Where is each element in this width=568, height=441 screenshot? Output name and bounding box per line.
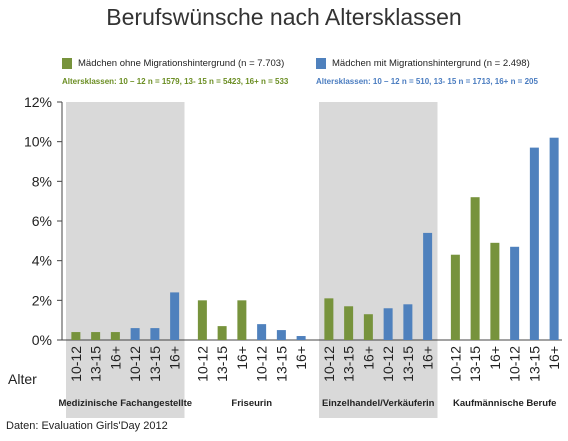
group-label: Einzelhandel/Verkäuferin <box>322 398 435 409</box>
x-tick-label: 10-12 <box>127 346 143 382</box>
bar-blue <box>150 328 160 340</box>
bar-blue <box>257 324 267 340</box>
x-tick-label: 13-15 <box>147 346 163 382</box>
bar-green <box>490 242 500 340</box>
bar-blue <box>383 308 393 340</box>
group-label: Friseurin <box>231 398 272 409</box>
bar-green <box>71 332 81 340</box>
x-tick-label: 16+ <box>293 346 309 370</box>
x-tick-label: 16+ <box>234 346 250 370</box>
x-tick-label: 16+ <box>107 346 123 370</box>
group-label: Medizinische Fachangestellte <box>58 398 192 409</box>
bar-blue <box>510 246 520 340</box>
y-tick-label: 6% <box>32 213 52 229</box>
x-tick-label: 16+ <box>546 346 562 370</box>
y-tick-label: 12% <box>24 94 52 110</box>
x-tick-label: 10-12 <box>507 346 523 382</box>
y-tick-label: 8% <box>32 173 52 189</box>
y-tick-label: 2% <box>32 292 52 308</box>
x-tick-label: 13-15 <box>88 346 104 382</box>
x-tick-label: 10-12 <box>254 346 270 382</box>
bar-green <box>324 298 334 340</box>
x-tick-label: 10-12 <box>321 346 337 382</box>
x-tick-label: 13-15 <box>467 346 483 382</box>
x-tick-label: 10-12 <box>380 346 396 382</box>
x-tick-label: 10-12 <box>68 346 84 382</box>
legend-subtitle-blue: Altersklassen: 10 – 12 n = 510, 13- 15 n… <box>316 77 538 86</box>
x-tick-label: 10-12 <box>194 346 210 382</box>
bar-green <box>470 197 480 340</box>
y-tick-label: 0% <box>32 332 52 348</box>
bar-blue <box>130 328 140 340</box>
bar-blue <box>296 336 306 340</box>
x-tick-label: 13-15 <box>214 346 230 382</box>
legend-label-green: Mädchen ohne Migrationshintergrund (n = … <box>78 58 285 69</box>
bar-green <box>110 332 120 340</box>
bar-green <box>217 326 227 340</box>
x-tick-label: 16+ <box>420 346 436 370</box>
legend-swatch-green <box>62 58 72 69</box>
bar-blue <box>403 304 413 340</box>
group-label: Kaufmännische Berufe <box>453 398 556 409</box>
group-background-2 <box>319 102 438 418</box>
legend-swatch-blue <box>316 58 326 69</box>
legend-green: Mädchen ohne Migrationshintergrund (n = … <box>62 58 288 86</box>
group-background-0 <box>66 102 185 418</box>
y-tick-label: 10% <box>24 134 52 150</box>
legend-subtitle-green: Altersklassen: 10 – 12 n = 1579, 13- 15 … <box>62 77 289 86</box>
x-axis-label: Alter <box>8 371 37 387</box>
x-tick-label: 16+ <box>360 346 376 370</box>
bar-green <box>363 314 373 340</box>
bar-blue <box>170 292 180 340</box>
x-tick-label: 13-15 <box>526 346 542 382</box>
y-tick-label: 4% <box>32 253 52 269</box>
bar-blue <box>276 330 286 340</box>
bar-blue <box>529 147 539 340</box>
bar-green <box>237 300 247 340</box>
x-tick-label: 13-15 <box>400 346 416 382</box>
bar-blue <box>549 137 559 340</box>
chart-title: Berufswünsche nach Altersklassen <box>106 4 462 30</box>
legend-blue: Mädchen mit Migrationshintergrund (n = 2… <box>316 58 538 86</box>
bar-green <box>197 300 207 340</box>
x-tick-label: 13-15 <box>273 346 289 382</box>
bar-blue <box>423 232 433 340</box>
bar-green <box>344 306 354 340</box>
x-tick-label: 10-12 <box>447 346 463 382</box>
x-tick-label: 16+ <box>167 346 183 370</box>
x-tick-label: 16+ <box>487 346 503 370</box>
bar-green <box>450 254 460 340</box>
bar-green <box>91 332 101 340</box>
source-note: Daten: Evaluation Girls'Day 2012 <box>6 420 168 432</box>
x-tick-label: 13-15 <box>341 346 357 382</box>
legend-label-blue: Mädchen mit Migrationshintergrund (n = 2… <box>332 58 530 69</box>
